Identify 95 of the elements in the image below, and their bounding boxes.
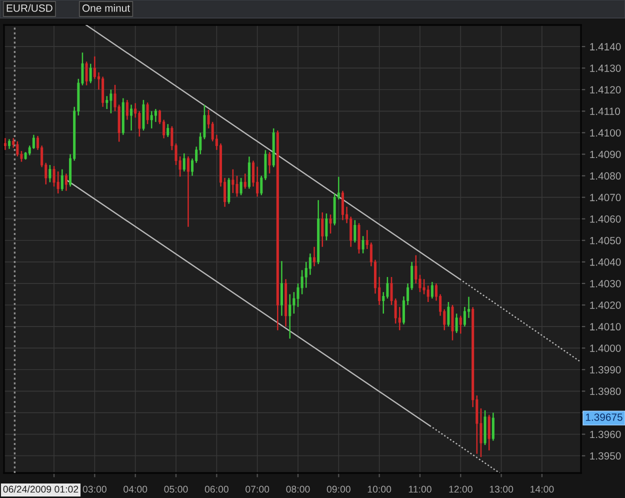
candlestick	[138, 110, 141, 138]
ref-line-label: 06/24/2009 01:02	[3, 486, 78, 493]
x-tick-label: 04:00	[124, 486, 148, 493]
candlestick	[102, 76, 104, 108]
y-tick-label: 1.4090	[590, 150, 621, 158]
y-tick-label: 1.3950	[590, 452, 621, 460]
chart-subtitle: One minut	[82, 4, 130, 12]
candlestick	[166, 123, 170, 138]
candlestick	[447, 301, 450, 328]
candlestick	[32, 134, 35, 150]
y-tick-label: 1.4040	[590, 258, 621, 266]
y-tick-label: 1.3990	[590, 366, 621, 374]
candlestick	[422, 278, 426, 295]
candlestick	[455, 312, 458, 334]
candlestick	[358, 222, 360, 254]
candlestick	[150, 110, 153, 130]
x-tick-label: 08:00	[286, 486, 310, 493]
x-tick-label: 07:00	[246, 486, 270, 493]
candlestick	[414, 254, 418, 284]
candlestick	[341, 190, 344, 221]
candlestick	[60, 168, 64, 192]
candlestick	[93, 56, 96, 80]
annotation: 1.39675	[586, 413, 622, 421]
candlestick	[304, 261, 308, 288]
candlestick	[240, 177, 242, 196]
candlestick	[186, 156, 190, 228]
x-tick-label: 12:00	[449, 486, 472, 493]
y-tick-label: 1.4020	[590, 302, 621, 309]
y-tick-label: 1.4100	[590, 129, 621, 137]
candlestick	[56, 170, 60, 194]
y-tick-label: 1.4060	[590, 215, 621, 223]
candlestick	[280, 260, 283, 316]
candlestick	[268, 151, 271, 174]
y-tick-label: 1.4130	[590, 64, 621, 72]
candlestick	[488, 414, 490, 452]
candlestick	[354, 220, 356, 244]
candlestick	[146, 102, 149, 125]
candlestick	[386, 276, 389, 300]
candlestick	[459, 315, 462, 334]
candlestick	[321, 212, 324, 248]
candlestick	[228, 177, 230, 204]
candlestick	[292, 291, 296, 314]
y-tick-label: 1.4030	[590, 280, 621, 288]
x-tick-label: 03:00	[82, 486, 106, 493]
x-tick-label: 14:00	[530, 486, 554, 493]
candlestick	[106, 95, 108, 110]
candlestick	[232, 168, 234, 194]
x-tick-label: 10:00	[368, 486, 392, 493]
candlestick	[288, 294, 292, 340]
candlestick	[48, 164, 52, 183]
candlestick	[126, 99, 128, 120]
candlestick	[130, 104, 133, 132]
candlestick	[312, 246, 316, 267]
candlestick	[244, 172, 246, 190]
candlestick	[4, 137, 6, 151]
candlestick	[463, 306, 466, 328]
candlestick	[8, 138, 11, 150]
candlestick	[85, 60, 88, 86]
candlestick	[64, 172, 68, 192]
x-tick-label: 11:00	[408, 486, 432, 493]
candlestick	[89, 63, 92, 84]
chart-title: EUR/USD	[6, 4, 52, 12]
candlestick	[325, 212, 328, 242]
candlestick	[110, 88, 112, 114]
y-tick-label: 1.4080	[590, 172, 621, 180]
x-tick-label: 05:00	[164, 486, 188, 493]
candlestick	[300, 269, 304, 295]
candlestick	[248, 156, 250, 190]
y-tick-label: 1.4000	[590, 344, 621, 352]
x-tick-label: 06:00	[204, 486, 228, 493]
candlestick	[236, 175, 238, 198]
candlestick	[182, 152, 186, 172]
candlestick	[16, 140, 19, 158]
y-tick-label: 1.4010	[590, 323, 621, 330]
y-tick-label: 1.3960	[590, 430, 621, 438]
candlestick	[492, 412, 494, 442]
candlestick	[52, 165, 56, 188]
candlestick	[308, 252, 312, 276]
candlestick	[329, 214, 332, 234]
candlestick	[451, 304, 454, 341]
x-tick-label: 13:00	[490, 486, 514, 493]
candlestick	[256, 166, 259, 198]
candlestick	[362, 235, 364, 254]
x-tick-label: 09:00	[326, 486, 350, 493]
y-tick-label: 1.4070	[590, 194, 621, 202]
candlestick	[350, 216, 352, 248]
y-tick-label: 1.4110	[590, 108, 620, 116]
y-tick-label: 1.4050	[590, 236, 621, 244]
candlestick	[142, 99, 145, 132]
candlestick	[430, 281, 434, 300]
candlestick	[426, 284, 430, 303]
y-tick-label: 1.3980	[590, 388, 621, 396]
candlestick	[154, 108, 157, 123]
y-tick-label: 1.4120	[590, 86, 621, 94]
y-tick-label: 1.4140	[590, 43, 621, 50]
